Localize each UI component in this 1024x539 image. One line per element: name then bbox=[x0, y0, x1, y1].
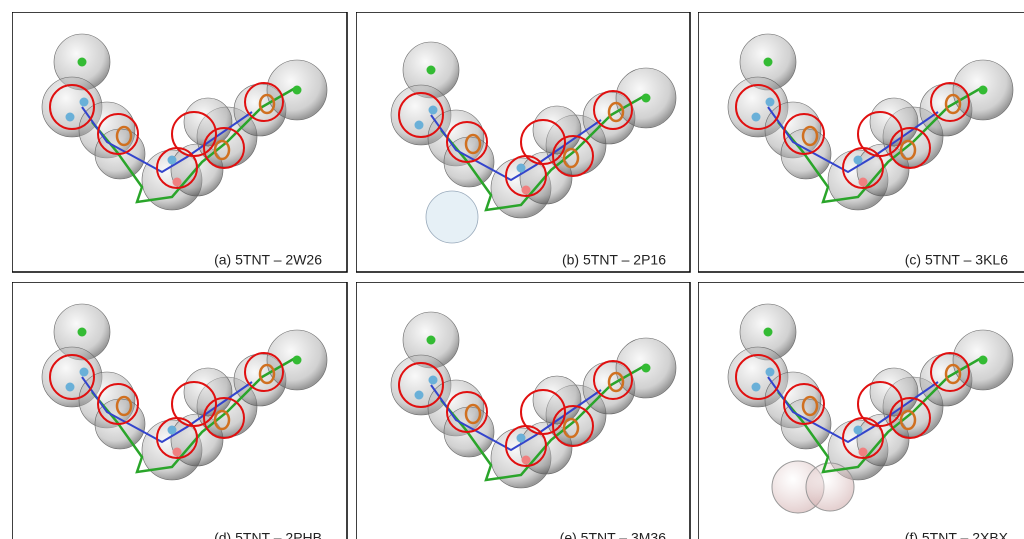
sphere bbox=[870, 368, 918, 416]
panel: (f) 5TNT – 2XBX bbox=[698, 282, 1024, 539]
atom bbox=[429, 376, 438, 385]
atom bbox=[66, 113, 75, 122]
atom bbox=[854, 426, 863, 435]
sphere bbox=[533, 376, 581, 424]
panel: (e) 5TNT – 3M36 bbox=[356, 282, 690, 539]
atom bbox=[766, 368, 775, 377]
atom bbox=[168, 156, 177, 165]
panel: (c) 5TNT – 3KL6 bbox=[698, 12, 1024, 272]
atom bbox=[859, 448, 868, 457]
atom bbox=[854, 156, 863, 165]
atom bbox=[766, 98, 775, 107]
atom bbox=[979, 86, 988, 95]
atom bbox=[979, 356, 988, 365]
atom bbox=[859, 178, 868, 187]
panel-label: (d) 5TNT – 2PHB bbox=[214, 530, 322, 539]
atom bbox=[517, 164, 526, 173]
panel-border bbox=[356, 12, 690, 272]
atom bbox=[427, 66, 436, 75]
atom bbox=[78, 328, 87, 337]
atom bbox=[293, 86, 302, 95]
sphere bbox=[184, 98, 232, 146]
atom bbox=[415, 391, 424, 400]
atom bbox=[764, 328, 773, 337]
atom bbox=[173, 448, 182, 457]
sphere bbox=[426, 191, 478, 243]
atom bbox=[173, 178, 182, 187]
figure: (a) 5TNT – 2W26 (b) 5TNT – 2P16 (c) 5TNT –… bbox=[0, 0, 1024, 539]
atom bbox=[517, 434, 526, 443]
atom bbox=[78, 58, 87, 67]
atom bbox=[427, 336, 436, 345]
atom bbox=[429, 106, 438, 115]
panel: (a) 5TNT – 2W26 bbox=[12, 12, 347, 272]
panel-label: (e) 5TNT – 3M36 bbox=[560, 530, 667, 539]
atom bbox=[293, 356, 302, 365]
atom bbox=[522, 186, 531, 195]
atom bbox=[752, 383, 761, 392]
atom bbox=[168, 426, 177, 435]
atom bbox=[642, 364, 651, 373]
atom bbox=[66, 383, 75, 392]
panel-label: (b) 5TNT – 2P16 bbox=[562, 252, 666, 268]
panel-label: (f) 5TNT – 2XBX bbox=[905, 530, 1009, 539]
panel: (d) 5TNT – 2PHB bbox=[12, 282, 347, 539]
atom bbox=[642, 94, 651, 103]
atom bbox=[80, 368, 89, 377]
atom bbox=[415, 121, 424, 130]
atom bbox=[764, 58, 773, 67]
sphere bbox=[533, 106, 581, 154]
panel-label: (a) 5TNT – 2W26 bbox=[214, 252, 322, 268]
atom bbox=[80, 98, 89, 107]
atom bbox=[752, 113, 761, 122]
atom bbox=[522, 456, 531, 465]
sphere bbox=[870, 98, 918, 146]
sphere bbox=[184, 368, 232, 416]
panel-label: (c) 5TNT – 3KL6 bbox=[905, 252, 1008, 268]
panel: (b) 5TNT – 2P16 bbox=[356, 12, 690, 272]
